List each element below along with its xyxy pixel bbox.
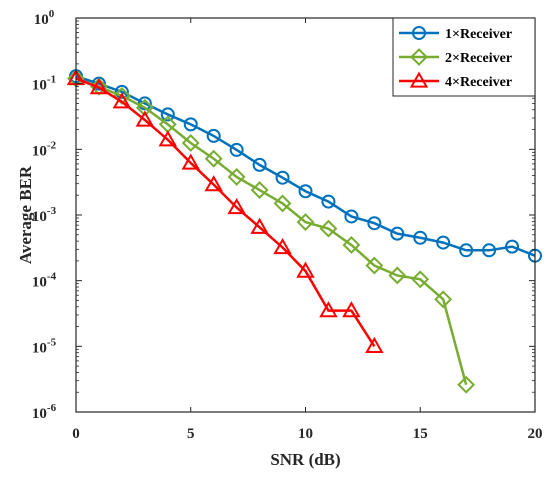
x-tick-label: 0 — [72, 426, 80, 442]
data-point — [112, 92, 132, 109]
data-point — [204, 149, 223, 168]
legend-label: 1×Receiver — [445, 27, 512, 42]
data-point — [250, 181, 269, 199]
data-point — [298, 184, 313, 199]
legend-marker — [410, 48, 428, 66]
y-tick-label: 10-1 — [32, 74, 56, 94]
legend-marker — [409, 71, 429, 88]
data-point — [296, 261, 315, 278]
data-point — [135, 98, 154, 117]
data-point — [135, 110, 155, 127]
data-point — [114, 84, 129, 99]
y-tick-label: 10-2 — [32, 139, 57, 159]
data-point — [342, 236, 361, 254]
data-point — [183, 117, 198, 132]
data-point — [229, 142, 244, 157]
data-point — [505, 239, 520, 254]
data-point — [365, 256, 384, 275]
data-point — [273, 194, 292, 213]
data-point — [181, 134, 200, 152]
data-point — [181, 153, 200, 170]
y-tick-label: 10-3 — [32, 205, 57, 225]
x-axis-label: SNR (dB) — [270, 450, 340, 469]
series-line-2 — [75, 77, 468, 386]
series-layer — [66, 68, 542, 394]
y-tick-label: 10-5 — [32, 336, 57, 356]
data-point — [482, 243, 497, 258]
data-point — [388, 266, 407, 285]
legend-item: 4×Receiver — [399, 71, 512, 90]
data-point — [367, 216, 382, 231]
data-point — [206, 128, 221, 143]
data-point — [413, 230, 428, 245]
data-point — [273, 237, 292, 255]
data-point — [158, 130, 178, 147]
x-tick-label: 10 — [298, 426, 313, 442]
data-point — [319, 219, 338, 238]
legend-item: 2×Receiver — [399, 48, 512, 66]
data-point — [296, 213, 315, 231]
x-tick-label: 15 — [413, 426, 428, 442]
data-point — [319, 301, 338, 318]
data-point — [321, 194, 336, 209]
data-point — [436, 235, 451, 250]
data-point — [227, 198, 246, 215]
data-point — [227, 168, 246, 186]
data-point — [112, 87, 131, 105]
legend-item: 1×Receiver — [399, 26, 512, 42]
data-point — [252, 157, 267, 172]
ticks-layer: 0 5 10 15 20 100 10-1 10-2 10-3 10-4 10-5 10-6 — [32, 8, 543, 442]
legend-marker — [412, 26, 426, 40]
x-tick-label: 5 — [187, 426, 195, 442]
data-point — [390, 226, 405, 241]
data-point — [250, 217, 269, 234]
y-tick-label: 100 — [34, 8, 55, 28]
legend-label: 2×Receiver — [445, 51, 512, 66]
x-tick-label: 20 — [528, 426, 543, 442]
data-point — [411, 270, 430, 289]
y-tick-label: 10-4 — [32, 271, 57, 291]
data-point — [342, 301, 361, 318]
series-3 — [66, 68, 384, 353]
legend-label: 4×Receiver — [445, 75, 512, 90]
legend: 1×Receiver 2×Receiver 4×Receiver — [392, 17, 536, 97]
data-point — [459, 243, 474, 258]
data-point — [434, 290, 453, 309]
data-point — [89, 78, 109, 95]
series-line-3 — [75, 77, 376, 348]
data-point — [457, 375, 476, 394]
series-2 — [67, 69, 476, 394]
y-tick-label: 10-6 — [32, 402, 57, 422]
data-point — [160, 107, 175, 122]
data-point — [204, 175, 223, 192]
data-point — [365, 336, 384, 353]
y-axis-label: Average BER — [16, 165, 35, 264]
data-point — [275, 170, 290, 185]
data-point — [344, 209, 359, 224]
